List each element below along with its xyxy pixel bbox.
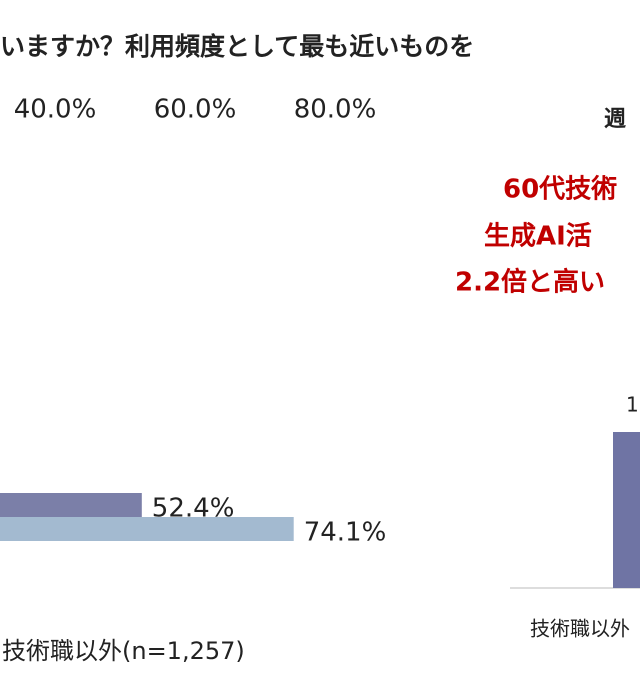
x-tick-label: 60.0% bbox=[154, 95, 237, 125]
data-label: 74.1% bbox=[304, 518, 387, 548]
category-label: 技術職以外 bbox=[530, 617, 630, 641]
annotation: 60代技術 bbox=[503, 175, 617, 205]
data-label: 1 bbox=[626, 393, 639, 417]
panel-title: 週 bbox=[604, 107, 626, 132]
x-tick-label: 40.0% bbox=[14, 95, 97, 125]
annotation: 生成AI活 bbox=[484, 222, 592, 252]
category-label: 技術職以外(n=1,257) bbox=[2, 637, 245, 665]
bar bbox=[0, 517, 294, 541]
annotation: 2.2倍と高い bbox=[455, 267, 605, 298]
bar bbox=[0, 493, 142, 517]
chart-title: いますか？利用頻度として最も近いものを bbox=[0, 32, 474, 61]
x-tick-label: 80.0% bbox=[294, 95, 377, 125]
bar bbox=[613, 432, 640, 588]
